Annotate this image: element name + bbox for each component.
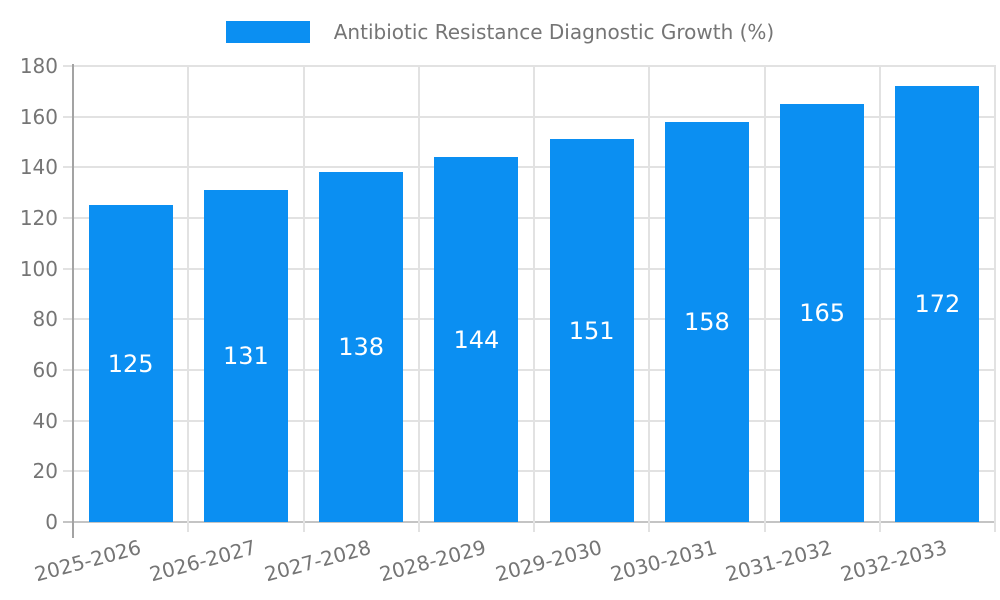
y-tick-label: 180 <box>19 54 58 78</box>
x-gridline <box>533 65 535 532</box>
legend-label: Antibiotic Resistance Diagnostic Growth … <box>333 20 775 44</box>
y-gridline <box>63 166 995 169</box>
x-gridline <box>994 65 996 532</box>
bar-value-label: 165 <box>799 299 846 327</box>
x-gridline <box>187 65 190 532</box>
bar: 144 <box>434 157 519 522</box>
x-gridline <box>417 65 420 532</box>
x-tick-label: 2027-2028 <box>262 534 374 587</box>
y-gridline <box>63 470 995 473</box>
bar-value-label: 158 <box>683 307 730 336</box>
y-tick-label: 20 <box>32 459 58 484</box>
y-gridline <box>63 267 995 270</box>
bar-value-label: 125 <box>107 349 154 378</box>
legend-swatch <box>225 21 310 43</box>
y-gridline <box>63 217 995 219</box>
y-tick-label: 120 <box>19 206 58 230</box>
chart-legend: Antibiotic Resistance Diagnostic Growth … <box>0 20 1000 44</box>
bar-value-label: 144 <box>453 325 500 354</box>
x-gridline <box>878 65 881 532</box>
y-tick-label: 100 <box>19 256 58 281</box>
y-gridline <box>63 65 995 67</box>
x-tick-label: 2028-2029 <box>377 534 489 587</box>
bar: 151 <box>549 139 634 522</box>
y-tick-label: 160 <box>19 104 58 129</box>
y-tick-label: 80 <box>32 307 58 332</box>
bar: 172 <box>895 86 980 522</box>
bar: 158 <box>664 121 749 522</box>
bar: 138 <box>319 172 404 522</box>
y-tick-label: 140 <box>19 155 58 180</box>
x-gridline <box>763 65 766 532</box>
bar: 165 <box>780 104 865 522</box>
y-gridline <box>63 115 995 118</box>
x-tick-label: 2030-2031 <box>607 534 720 587</box>
x-tick-label: 2025-2026 <box>31 534 144 587</box>
y-tick-label: 0 <box>45 510 58 534</box>
x-tick-label: 2031-2032 <box>723 534 835 587</box>
x-tick-label: 2032-2033 <box>838 534 950 587</box>
bar-value-label: 172 <box>914 290 961 319</box>
x-tick-label: 2026-2027 <box>146 534 259 587</box>
x-gridline <box>648 65 651 532</box>
y-gridline <box>63 419 995 422</box>
bar-value-label: 138 <box>338 333 385 362</box>
bar-value-label: 131 <box>222 342 269 371</box>
y-gridline <box>63 369 995 371</box>
y-tick-label: 60 <box>32 358 58 382</box>
bar-value-label: 151 <box>568 316 615 345</box>
x-tick-label: 2029-2030 <box>492 534 605 587</box>
y-tick-label: 40 <box>32 408 58 433</box>
x-gridline <box>302 65 305 532</box>
bar: 131 <box>203 190 288 522</box>
y-gridline <box>63 318 995 321</box>
y-axis-line <box>72 64 74 538</box>
bar: 125 <box>88 205 173 522</box>
y-gridline <box>63 521 995 523</box>
